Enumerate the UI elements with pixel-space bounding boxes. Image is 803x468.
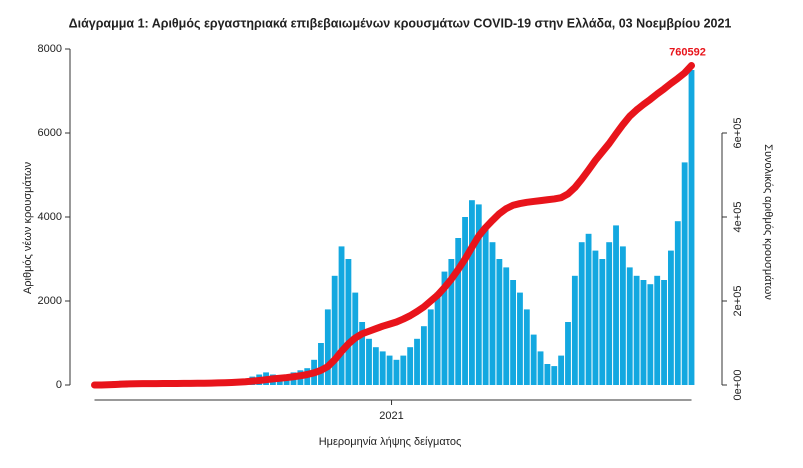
x-tick-label: 2021 bbox=[379, 410, 403, 422]
bar bbox=[325, 309, 331, 385]
bar bbox=[462, 217, 468, 385]
bar bbox=[318, 343, 324, 385]
bar bbox=[654, 276, 660, 385]
bar bbox=[421, 326, 427, 385]
bar bbox=[339, 246, 345, 385]
y2-tick-label: 6e+05 bbox=[732, 118, 744, 149]
bar bbox=[606, 242, 612, 385]
bar bbox=[661, 280, 667, 385]
bar bbox=[682, 162, 688, 385]
bar bbox=[558, 356, 564, 385]
y-tick-label: 6000 bbox=[38, 127, 62, 139]
bar bbox=[435, 293, 441, 385]
bar bbox=[496, 259, 502, 385]
bar bbox=[586, 234, 592, 385]
bar bbox=[503, 267, 509, 385]
bar bbox=[414, 339, 420, 385]
chart-title: Διάγραμμα 1: Αριθμός εργαστηριακά επιβεβ… bbox=[69, 16, 732, 30]
x-axis-label: Ημερομηνία λήψης δείγματος bbox=[319, 436, 462, 448]
bar bbox=[332, 276, 338, 385]
y-tick-label: 2000 bbox=[38, 295, 62, 307]
y2-axis-label: Συνολικός αριθμός κρουσμάτων bbox=[762, 144, 774, 300]
bar bbox=[510, 280, 516, 385]
bar bbox=[490, 242, 496, 385]
bar bbox=[517, 293, 523, 385]
bar bbox=[394, 360, 400, 385]
bar bbox=[380, 351, 386, 385]
bar bbox=[428, 309, 434, 385]
bar bbox=[538, 351, 544, 385]
y2-tick-label: 0e+00 bbox=[732, 370, 744, 401]
y-tick-label: 8000 bbox=[38, 43, 62, 55]
bar bbox=[641, 280, 647, 385]
y2-tick-label: 4e+05 bbox=[732, 202, 744, 233]
bar bbox=[387, 356, 393, 385]
bar bbox=[400, 356, 406, 385]
bar bbox=[572, 276, 578, 385]
bar bbox=[613, 225, 619, 385]
bar bbox=[668, 251, 674, 385]
bar bbox=[647, 284, 653, 385]
y-axis-label: Αριθμός νέων κρουσμάτων bbox=[22, 161, 34, 294]
bar bbox=[551, 366, 557, 385]
bar bbox=[469, 200, 475, 385]
bar bbox=[634, 276, 640, 385]
annotation: 760592 bbox=[669, 46, 706, 58]
bar bbox=[531, 335, 537, 385]
bar bbox=[593, 251, 599, 385]
bar bbox=[599, 259, 605, 385]
bar bbox=[483, 225, 489, 385]
bar bbox=[407, 347, 413, 385]
bar bbox=[366, 339, 372, 385]
bar bbox=[345, 259, 351, 385]
bar bbox=[524, 309, 530, 385]
bar bbox=[373, 347, 379, 385]
y2-tick-label: 2e+05 bbox=[732, 286, 744, 317]
bar bbox=[675, 221, 681, 385]
bar bbox=[544, 364, 550, 385]
bar bbox=[565, 322, 571, 385]
y-tick-label: 4000 bbox=[38, 211, 62, 223]
bar bbox=[689, 70, 695, 385]
bar bbox=[620, 246, 626, 385]
bar bbox=[579, 242, 585, 385]
bar bbox=[627, 267, 633, 385]
y-tick-label: 0 bbox=[56, 379, 62, 391]
